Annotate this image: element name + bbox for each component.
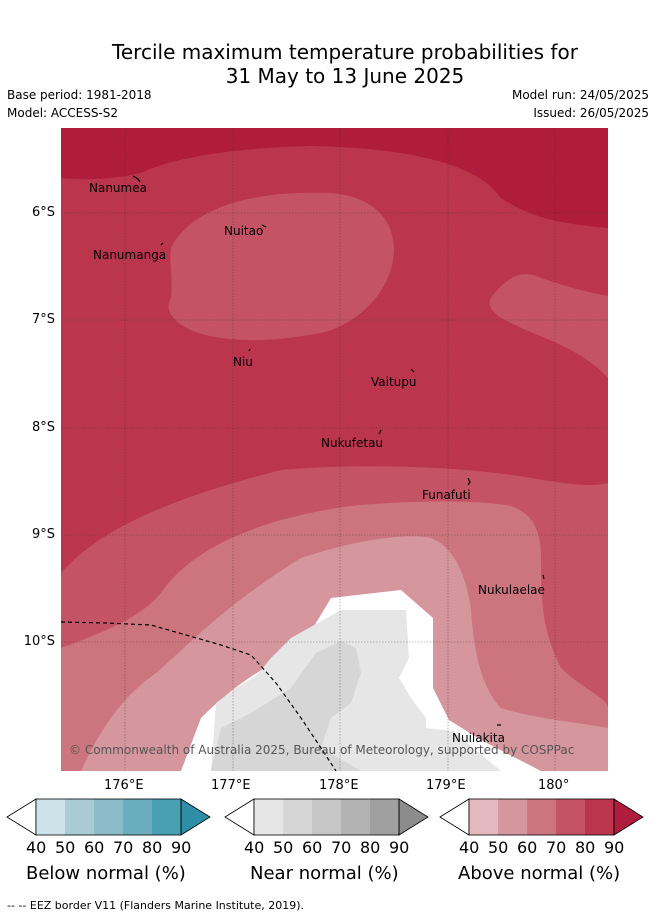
colorbar-segment — [469, 799, 498, 835]
y-tick-9s: 9°S — [31, 527, 55, 542]
copyright-notice: © Commonwealth of Australia 2025, Bureau… — [69, 743, 574, 757]
x-tick-178e: 178°E — [319, 778, 359, 793]
colorbar-segment — [6, 798, 37, 836]
base-period: Base period: 1981-2018 — [7, 88, 152, 102]
colorbar-segment — [36, 799, 65, 835]
colorbar-outline — [35, 798, 182, 836]
place-niu: Niu — [233, 355, 253, 369]
colorbar-below-normal — [6, 798, 211, 836]
place-nuilakita: Nuilakita — [452, 731, 505, 745]
place-nukulaelae: Nukulaelae — [478, 583, 545, 597]
model-run: Model run: 24/05/2025 — [511, 88, 649, 102]
eez-border — [61, 621, 337, 771]
colorbar-tick-label: 70 — [331, 838, 352, 857]
colorbar-tick-label: 70 — [113, 838, 134, 857]
band-above-50-60-east — [489, 274, 608, 378]
colorbar-segment — [94, 799, 123, 835]
colorbar-segment — [527, 799, 556, 835]
colorbar-tick-label: 90 — [604, 838, 625, 857]
colorbar-tick-label: 50 — [488, 838, 509, 857]
eez-legend: -- -- EEZ border V11 (Flanders Marine In… — [7, 899, 305, 912]
place-nanumea: Nanumea — [89, 181, 147, 195]
colorbar-tick-label: 40 — [459, 838, 480, 857]
x-tick-180: 180° — [538, 778, 570, 793]
colorbar-tick-label: 50 — [273, 838, 294, 857]
colorbar-segment — [152, 799, 181, 835]
x-tick-179e: 179°E — [426, 778, 466, 793]
colorbar-near-normal — [224, 798, 429, 836]
colorbar-segment — [123, 799, 152, 835]
place-nuitao: Nuitao — [224, 224, 263, 238]
colorbar-segment — [370, 799, 399, 835]
colorbar-tick-label: 80 — [142, 838, 163, 857]
map-title-line2: 31 May to 13 June 2025 — [225, 64, 465, 88]
colorbar-tick-label: 60 — [517, 838, 538, 857]
colorbar-tick-label: 90 — [171, 838, 192, 857]
colorbar-segment — [254, 799, 283, 835]
band-above-70-80-top — [61, 128, 608, 228]
place-funafuti: Funafuti — [422, 488, 471, 502]
place-nanumanga: Nanumanga — [93, 248, 166, 262]
map-title-line1: Tercile maximum temperature probabilitie… — [112, 40, 578, 64]
colorbar-tick-label: 40 — [26, 838, 47, 857]
band-above-50-60-north — [168, 192, 394, 341]
y-tick-7s: 7°S — [31, 312, 55, 327]
colorbar-segment — [283, 799, 312, 835]
y-tick-6s: 6°S — [31, 205, 55, 220]
colorbar-title-near: Near normal (%) — [250, 863, 399, 884]
colorbar-above-normal — [439, 798, 644, 836]
colorbar-title-below: Below normal (%) — [26, 863, 186, 884]
issued-date: Issued: 26/05/2025 — [533, 106, 649, 120]
model-name: Model: ACCESS-S2 — [7, 106, 119, 120]
colorbar-outline — [468, 798, 615, 836]
colorbar-segment — [341, 799, 370, 835]
colorbar-tick-label: 40 — [244, 838, 265, 857]
colorbars — [6, 798, 644, 836]
colorbar-tick-label: 60 — [84, 838, 105, 857]
island-marks — [132, 175, 545, 726]
colorbar-segment — [498, 799, 527, 835]
graticule — [61, 128, 608, 771]
colorbar-tick-label: 70 — [546, 838, 567, 857]
colorbar-tick-label: 60 — [302, 838, 323, 857]
region-near-normal-50-60 — [211, 641, 361, 771]
place-nukufetau: Nukufetau — [321, 436, 383, 450]
colorbar-title-above: Above normal (%) — [458, 863, 621, 884]
colorbar-segment — [398, 798, 429, 836]
colorbar-segment — [613, 798, 644, 836]
y-tick-10s: 10°S — [23, 634, 55, 649]
colorbar-outline — [253, 798, 400, 836]
colorbar-segment — [439, 798, 470, 836]
colorbar-tick-label: 90 — [389, 838, 410, 857]
colorbar-segment — [556, 799, 585, 835]
colorbar-tick-label: 80 — [575, 838, 596, 857]
place-vaitupu: Vaitupu — [371, 375, 417, 389]
x-tick-176e: 176°E — [104, 778, 144, 793]
colorbar-tick-label: 50 — [55, 838, 76, 857]
colorbar-segment — [312, 799, 341, 835]
colorbar-segment — [224, 798, 255, 836]
colorbar-segment — [180, 798, 211, 836]
colorbar-segment — [585, 799, 614, 835]
y-tick-8s: 8°S — [31, 420, 55, 435]
forecast-map: Nanumea Nuitao Nanumanga Niu Vaitupu Nuk… — [61, 128, 608, 771]
colorbar-tick-label: 80 — [360, 838, 381, 857]
map-title: Tercile maximum temperature probabilitie… — [0, 40, 655, 88]
colorbar-segment — [65, 799, 94, 835]
x-tick-177e: 177°E — [211, 778, 251, 793]
